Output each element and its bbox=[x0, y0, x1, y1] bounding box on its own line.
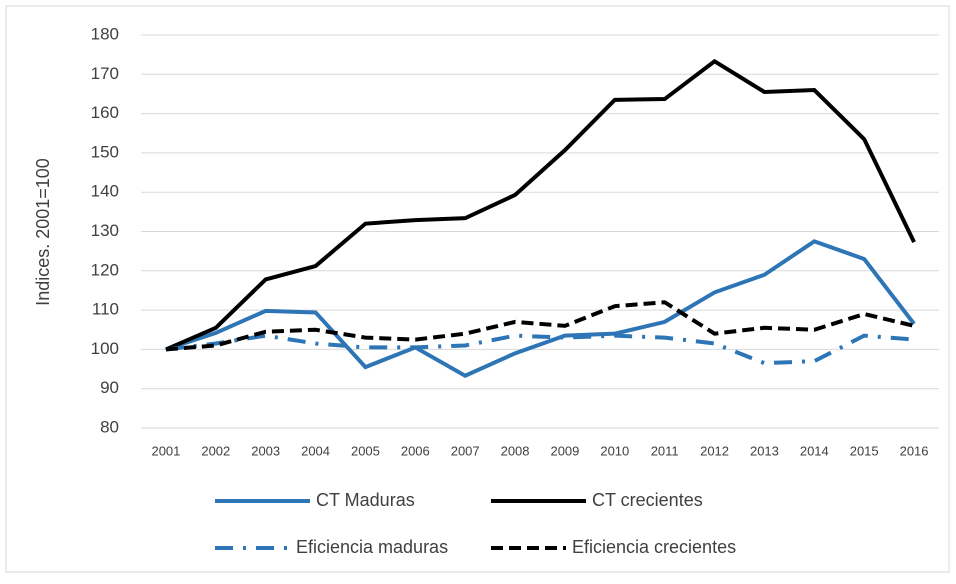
x-tick-label: 2013 bbox=[750, 443, 779, 458]
legend-label: Eficiencia maduras bbox=[296, 537, 448, 557]
x-tick-label: 2008 bbox=[501, 443, 530, 458]
x-tick-label: 2001 bbox=[151, 443, 180, 458]
y-tick-label: 130 bbox=[91, 221, 119, 240]
x-tick-label: 2005 bbox=[351, 443, 380, 458]
y-tick-label: 180 bbox=[91, 24, 119, 43]
chart-frame bbox=[5, 5, 950, 573]
x-tick-label: 2002 bbox=[201, 443, 230, 458]
y-axis-label: Indices. 2001=100 bbox=[33, 158, 53, 306]
line-series bbox=[165, 300, 915, 352]
x-tick-label: 2007 bbox=[451, 443, 480, 458]
x-tick-label: 2015 bbox=[850, 443, 879, 458]
line-series bbox=[165, 333, 915, 366]
y-tick-label: 150 bbox=[91, 142, 119, 161]
x-tick-label: 2004 bbox=[301, 443, 330, 458]
x-tick-label: 2014 bbox=[800, 443, 829, 458]
x-tick-label: 2012 bbox=[700, 443, 729, 458]
x-tick-label: 2011 bbox=[651, 443, 679, 458]
x-tick-label: 2010 bbox=[600, 443, 629, 458]
x-tick-label: 2009 bbox=[550, 443, 579, 458]
x-tick-label: 2003 bbox=[251, 443, 280, 458]
y-tick-label: 90 bbox=[100, 378, 119, 397]
x-tick-label: 2006 bbox=[401, 443, 430, 458]
legend-label: CT crecientes bbox=[592, 490, 703, 510]
legend-label: CT Maduras bbox=[316, 490, 415, 510]
line-series bbox=[165, 58, 916, 352]
y-tick-label: 160 bbox=[91, 103, 119, 122]
y-tick-label: 120 bbox=[91, 260, 119, 279]
y-tick-label: 110 bbox=[92, 300, 119, 319]
y-tick-label: 80 bbox=[100, 417, 119, 436]
line-series bbox=[165, 239, 916, 378]
legend-label: Eficiencia crecientes bbox=[572, 537, 736, 557]
y-tick-label: 140 bbox=[91, 182, 119, 201]
y-tick-label: 170 bbox=[91, 64, 119, 83]
x-tick-label: 2016 bbox=[900, 443, 929, 458]
y-tick-label: 100 bbox=[91, 339, 119, 358]
